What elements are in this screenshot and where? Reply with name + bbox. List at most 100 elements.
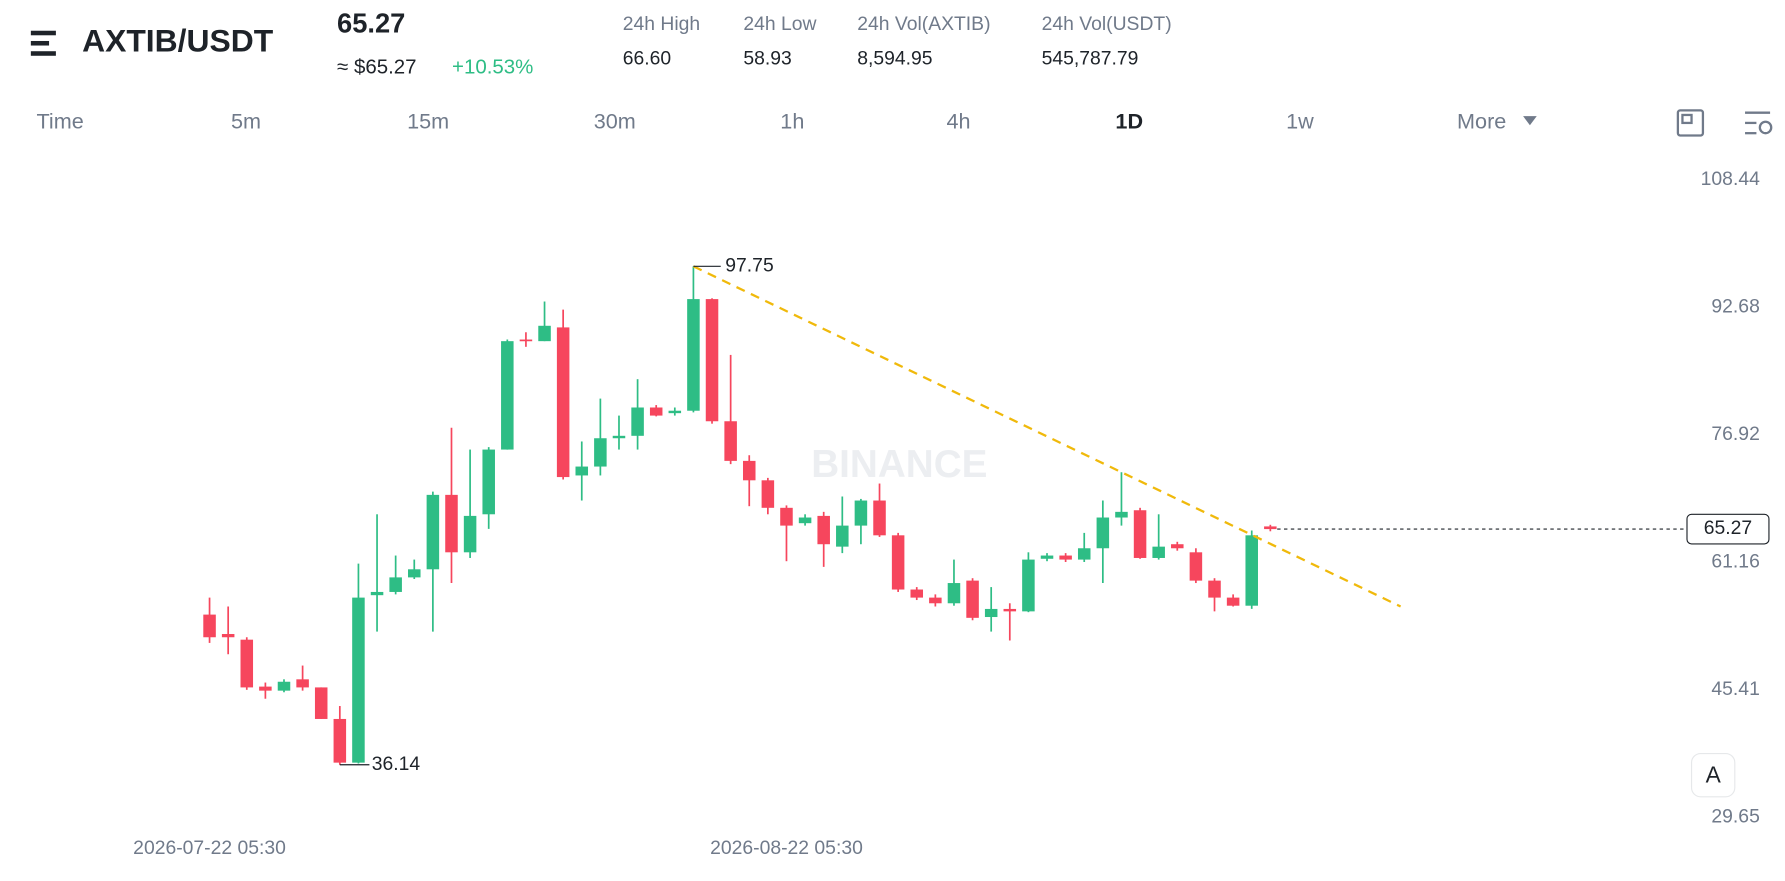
x-tick-label: 2026-08-22 05:30 bbox=[710, 837, 863, 859]
candle-body bbox=[445, 494, 458, 553]
y-tick-label: 76.92 bbox=[1711, 423, 1759, 445]
candle-body bbox=[761, 480, 775, 508]
candle-body bbox=[724, 421, 737, 461]
candle-body bbox=[817, 515, 830, 545]
watermark: BINANCE bbox=[811, 443, 987, 486]
tab[interactable]: 1h bbox=[780, 109, 804, 134]
candle-body bbox=[408, 569, 421, 578]
dropdown-arrow bbox=[1523, 116, 1537, 126]
candle-body bbox=[389, 577, 402, 592]
candle-body bbox=[984, 608, 998, 618]
candle-body bbox=[1003, 608, 1017, 612]
candle-body bbox=[1040, 555, 1054, 559]
candle-body bbox=[1059, 555, 1072, 560]
tab[interactable]: 5m bbox=[231, 109, 261, 134]
candle-body bbox=[947, 583, 961, 604]
candle-body bbox=[575, 466, 589, 476]
candle-body bbox=[240, 639, 254, 688]
candle-body bbox=[1133, 510, 1147, 558]
candle-body bbox=[780, 507, 793, 526]
tab[interactable]: 1D bbox=[1115, 109, 1143, 134]
symbol: AXTIB/USDT bbox=[82, 23, 274, 59]
auto-button[interactable] bbox=[1690, 752, 1736, 798]
candle-body bbox=[1077, 548, 1091, 560]
tab[interactable]: 4h bbox=[946, 109, 970, 134]
candle-body bbox=[612, 435, 626, 439]
candle-body bbox=[538, 325, 551, 342]
candle-body bbox=[1189, 552, 1203, 581]
menu-icon[interactable] bbox=[30, 30, 56, 56]
candle-body bbox=[1152, 546, 1165, 558]
candle-body bbox=[519, 339, 533, 342]
tab[interactable]: Time bbox=[37, 109, 84, 134]
trendline bbox=[692, 265, 1402, 608]
candle-body bbox=[649, 407, 663, 416]
candle-body bbox=[1245, 535, 1258, 606]
tab[interactable]: 1w bbox=[1286, 109, 1314, 134]
candle-body bbox=[482, 449, 495, 515]
candle-body bbox=[1115, 511, 1128, 518]
candle-body bbox=[352, 597, 365, 763]
candle-body bbox=[668, 410, 682, 414]
candle-body bbox=[687, 299, 700, 411]
x-tick-label: 2026-07-22 05:30 bbox=[133, 837, 286, 859]
candle-body bbox=[873, 500, 886, 536]
candle-body bbox=[929, 597, 942, 604]
candle-body bbox=[705, 299, 719, 422]
stat-label: 24h Vol(USDT) bbox=[1042, 13, 1172, 35]
candle-body bbox=[742, 460, 756, 481]
candle-body bbox=[333, 718, 347, 763]
candle-body bbox=[1208, 580, 1221, 598]
price-tag bbox=[1686, 513, 1770, 545]
candle-body bbox=[836, 525, 849, 547]
candle-body bbox=[259, 686, 272, 691]
candle-body bbox=[314, 687, 328, 719]
stat-label: 24h High bbox=[623, 13, 700, 35]
y-tick-label: 92.68 bbox=[1711, 295, 1759, 317]
candle-body bbox=[1171, 544, 1184, 549]
layout-icon[interactable] bbox=[1676, 109, 1705, 137]
settings-icon[interactable] bbox=[1745, 111, 1773, 135]
candle-body bbox=[426, 494, 440, 570]
candle-body bbox=[203, 614, 216, 638]
stat-value: 66.60 bbox=[623, 47, 671, 69]
candle-body bbox=[891, 535, 905, 590]
tab[interactable]: 30m bbox=[594, 109, 636, 134]
candle-body bbox=[1226, 597, 1240, 606]
candle-body bbox=[1022, 559, 1035, 612]
candle-body bbox=[463, 515, 477, 553]
candle-body bbox=[277, 681, 291, 691]
y-tick-label: 45.41 bbox=[1711, 678, 1759, 700]
y-tick-label: 29.65 bbox=[1711, 805, 1759, 827]
candle-body bbox=[296, 679, 309, 688]
auto-button-label[interactable]: A bbox=[1706, 761, 1722, 787]
stat-value: 545,787.79 bbox=[1042, 47, 1139, 69]
candle-body bbox=[501, 341, 514, 450]
candle-body bbox=[1096, 517, 1110, 549]
candle-body bbox=[631, 407, 644, 436]
candle-body bbox=[854, 500, 868, 526]
stat-label: 24h Low bbox=[743, 13, 817, 35]
candle-body bbox=[370, 591, 384, 596]
candle-body bbox=[594, 438, 607, 467]
candle-body bbox=[1264, 526, 1277, 530]
tab[interactable]: 15m bbox=[407, 109, 449, 134]
stat-value: 58.93 bbox=[743, 47, 791, 69]
candle-body bbox=[966, 580, 979, 618]
usd-price: ≈ $65.27 bbox=[337, 56, 417, 79]
min-label: 36.14 bbox=[372, 753, 421, 775]
last-price: 65.27 bbox=[337, 7, 405, 38]
candle-body bbox=[910, 589, 924, 598]
max-label: 97.75 bbox=[725, 254, 773, 276]
change: +10.53% bbox=[452, 56, 533, 79]
stat-label: 24h Vol(AXTIB) bbox=[857, 13, 990, 35]
candle-body bbox=[798, 517, 812, 524]
candle-body bbox=[221, 634, 235, 638]
candle-body bbox=[556, 327, 570, 478]
price-tag-label: 65.27 bbox=[1704, 517, 1752, 539]
stat-value: 8,594.95 bbox=[857, 47, 932, 69]
y-tick-label: 108.44 bbox=[1701, 168, 1760, 190]
tab[interactable]: More bbox=[1457, 109, 1506, 134]
